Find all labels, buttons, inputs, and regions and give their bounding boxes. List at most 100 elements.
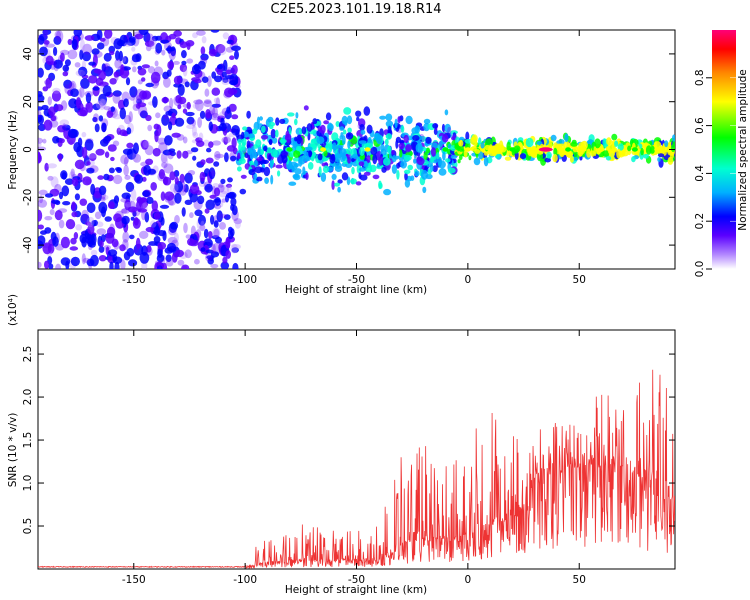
heatmap-cell [405, 144, 412, 152]
heatmap-cell [205, 199, 215, 211]
heatmap-cell [302, 166, 306, 175]
heatmap-cell [450, 130, 458, 135]
heatmap-cell [38, 67, 44, 78]
heatmap-cell [156, 254, 165, 263]
heatmap-cell [141, 90, 152, 100]
heatmap-cell [165, 254, 172, 262]
heatmap-cell [112, 174, 123, 185]
heatmap-cell [58, 153, 63, 162]
heatmap-cell [174, 192, 182, 204]
heatmap-cell [228, 103, 237, 112]
heatmap-cell [173, 232, 179, 243]
heatmap-cell [213, 187, 221, 197]
heatmap-cell [234, 220, 241, 229]
heatmap-cell [112, 92, 121, 104]
heatmap-cell [231, 114, 239, 120]
heatmap-cell [68, 98, 78, 109]
heatmap-cell [128, 111, 133, 123]
heatmap-cell [179, 41, 188, 49]
heatmap-cell [90, 183, 96, 196]
heatmap-cell [169, 97, 174, 110]
heatmap-cell [42, 242, 52, 255]
heatmap-cell [161, 114, 170, 126]
heatmap-cell [182, 108, 188, 114]
heatmap-cell [61, 123, 67, 134]
heatmap-cell [277, 170, 281, 177]
heatmap-cell [339, 135, 344, 140]
heatmap-cell [98, 70, 106, 81]
heatmap-cell [109, 223, 115, 236]
heatmap-cell [123, 156, 129, 166]
heatmap-cell [184, 81, 190, 88]
heatmap-cell [193, 63, 200, 72]
heatmap-cell [113, 71, 120, 78]
heatmap-cell [96, 30, 103, 40]
heatmap-cell [631, 156, 636, 163]
heatmap-cell [279, 118, 286, 124]
heatmap-cell [611, 133, 618, 141]
heatmap-cell [325, 112, 332, 121]
heatmap-cell [335, 121, 340, 127]
heatmap-cell [49, 119, 59, 128]
heatmap-cell [614, 140, 619, 147]
heatmap-cell [209, 105, 216, 116]
heatmap-xlabel: Height of straight line (km) [285, 284, 427, 296]
heatmap-cell [38, 151, 41, 163]
heatmap-cell [228, 226, 233, 233]
heatmap-cell [657, 157, 661, 162]
heatmap-cell [385, 113, 393, 122]
heatmap-cell [53, 59, 63, 69]
heatmap-cell [50, 115, 57, 122]
heatmap-cell [211, 87, 221, 96]
heatmap-cell [157, 259, 163, 269]
heatmap-cell [260, 125, 266, 133]
heatmap-cell [609, 149, 616, 154]
heatmap-cell [271, 137, 278, 144]
heatmap-cell [69, 246, 79, 251]
heatmap-cell [363, 171, 371, 176]
heatmap-cell [84, 103, 91, 110]
heatmap-cell [94, 211, 102, 220]
heatmap-cell [173, 75, 182, 85]
heatmap-cell [145, 158, 154, 165]
heatmap-cell [296, 134, 302, 145]
heatmap-cell [158, 169, 165, 180]
heatmap-cell [552, 154, 558, 163]
heatmap-cell [147, 66, 155, 74]
heatmap-cell [100, 98, 107, 109]
heatmap-cell [270, 174, 274, 185]
heatmap-cell [40, 230, 47, 235]
heatmap-cell [131, 46, 136, 52]
heatmap-cell [210, 263, 219, 269]
heatmap-cell [214, 75, 223, 83]
heatmap-cell [425, 147, 431, 154]
heatmap-cell [96, 42, 105, 50]
heatmap-cell [55, 263, 62, 269]
heatmap-cell [58, 191, 64, 200]
heatmap-cell [403, 169, 411, 174]
heatmap-cell [198, 214, 206, 226]
heatmap-cell [569, 156, 574, 163]
heatmap-cell [343, 129, 347, 135]
heatmap-cell [44, 193, 54, 198]
heatmap-cell [218, 183, 224, 188]
heatmap-cell [241, 153, 245, 161]
snr-line [38, 369, 675, 569]
heatmap-cell [227, 177, 233, 183]
heatmap-cell [474, 149, 481, 154]
heatmap-cell [295, 112, 299, 119]
heatmap-cell [256, 157, 263, 162]
heatmap-cell [145, 44, 152, 52]
heatmap-cell [98, 185, 107, 196]
heatmap-cell [67, 38, 73, 46]
heatmap-cell [398, 142, 406, 150]
heatmap-peak [509, 147, 516, 152]
heatmap-cell [113, 38, 123, 50]
heatmap-cell [59, 119, 70, 127]
heatmap-cell [52, 236, 59, 247]
heatmap-cell [222, 77, 229, 83]
heatmap-cell [580, 140, 588, 150]
heatmap-cell [420, 169, 429, 180]
heatmap-cell [391, 155, 397, 163]
